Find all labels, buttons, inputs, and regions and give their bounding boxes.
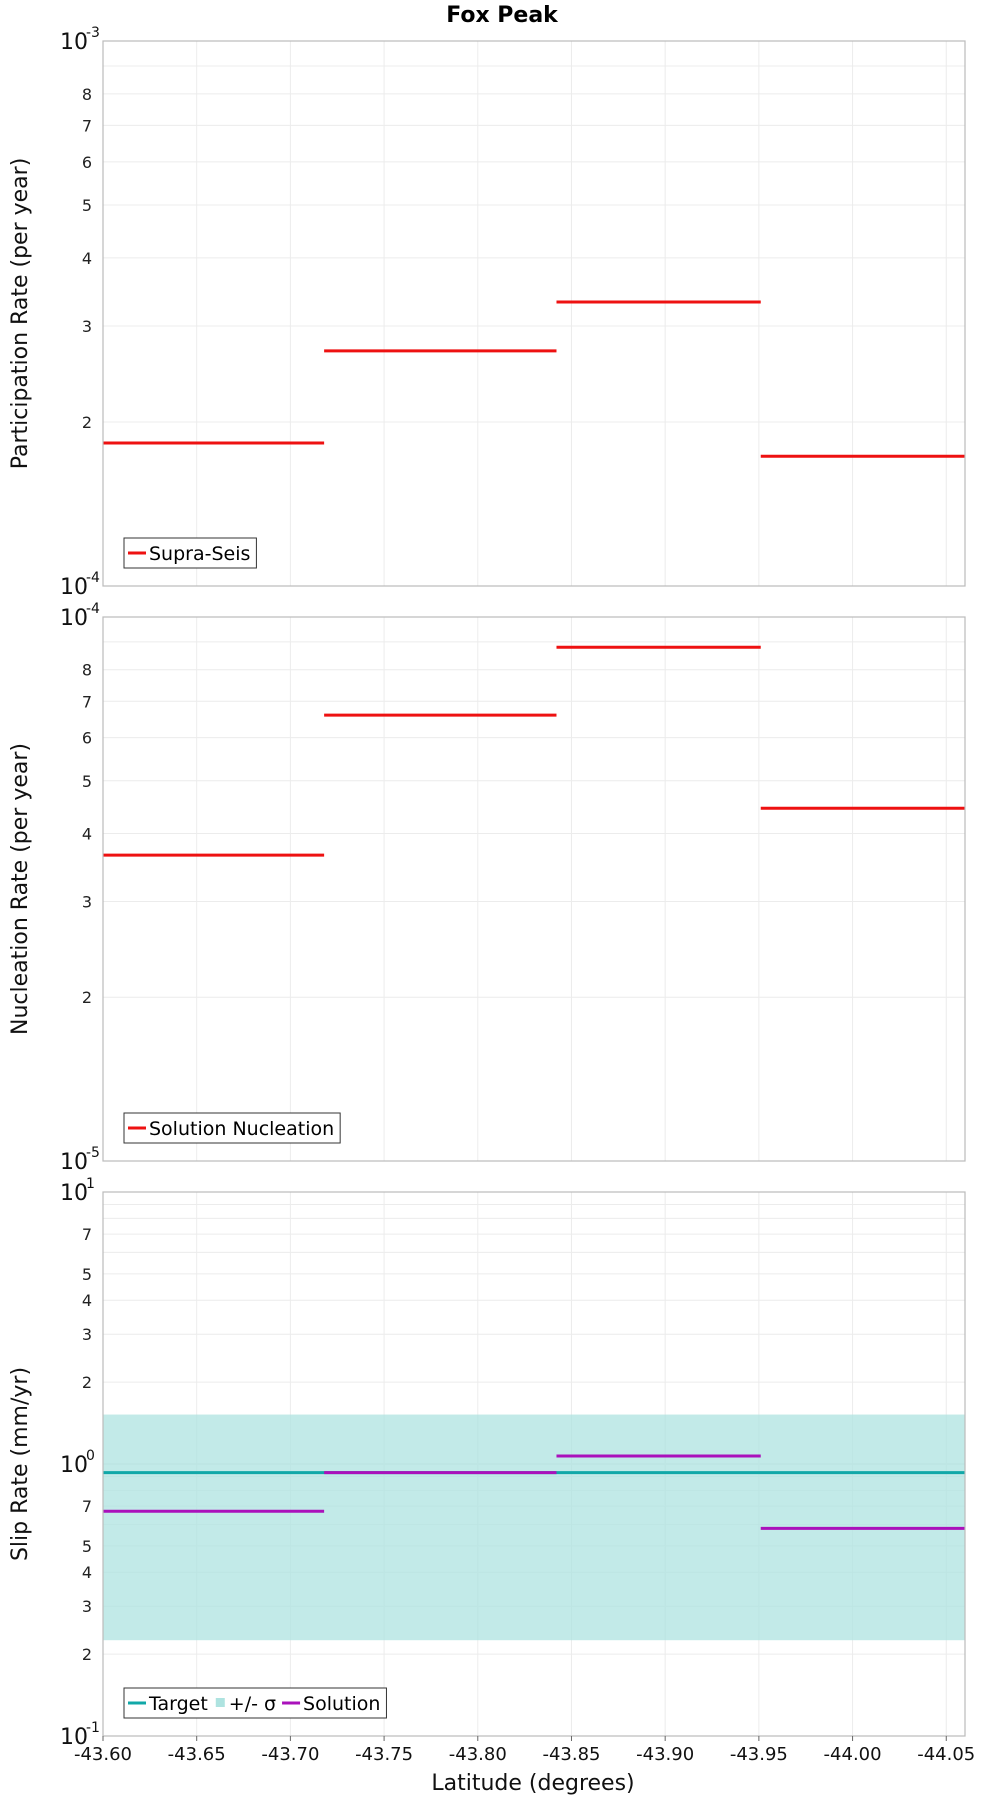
y-axis-label: Slip Rate (mm/yr)	[8, 1367, 33, 1561]
y-decade-exponent: -3	[86, 25, 100, 41]
legend: Supra-Seis	[123, 537, 257, 569]
plot-frame	[102, 616, 966, 1162]
y-tick-label: 5	[82, 772, 92, 791]
y-axis-label: Nucleation Rate (per year)	[8, 743, 33, 1035]
legend: Target +/- σ Solution	[123, 1687, 387, 1719]
y-tick-label: 2	[82, 413, 92, 432]
y-tick-label: 3	[82, 1597, 92, 1616]
y-decade-exponent: -4	[86, 601, 100, 617]
y-axis-label: Participation Rate (per year)	[8, 158, 33, 470]
x-tick-label: -43.95	[730, 1744, 788, 1765]
legend-label: Supra-Seis	[149, 543, 250, 565]
y-decade-exponent: 0	[86, 1448, 95, 1464]
x-tick-label: -44.05	[917, 1744, 975, 1765]
y-decade-label: 10	[60, 606, 88, 631]
y-decade-label: 10	[60, 1725, 88, 1750]
legend-swatch	[215, 1698, 225, 1707]
y-tick-label: 2	[82, 1373, 92, 1392]
x-tick-label: -43.85	[542, 1744, 600, 1765]
y-tick-label: 5	[82, 1265, 92, 1284]
series-solution	[103, 1454, 965, 1530]
y-decade-exponent: 1	[86, 1176, 95, 1192]
y-decade-label: 10	[60, 1453, 88, 1478]
y-decade-exponent: -5	[86, 1145, 100, 1161]
legend-label: Target	[148, 1693, 208, 1715]
plot-background	[103, 41, 965, 586]
legend-label: Solution Nucleation	[149, 1118, 334, 1140]
plot-background	[103, 617, 965, 1161]
y-tick-label: 7	[82, 116, 92, 135]
y-tick-label: 8	[82, 661, 92, 680]
x-tick-label: -43.65	[168, 1744, 226, 1765]
y-tick-label: 5	[82, 196, 92, 215]
series-supra-seis	[103, 300, 965, 458]
y-tick-label: 3	[82, 1325, 92, 1344]
y-decade-exponent: -4	[86, 570, 100, 586]
y-tick-label: 3	[82, 892, 92, 911]
y-tick-label: 3	[82, 317, 92, 336]
plot-frame	[102, 1191, 966, 1737]
y-tick-label: 4	[82, 824, 92, 843]
x-tick-label: -43.75	[355, 1744, 413, 1765]
y-tick-label: 6	[82, 729, 92, 748]
x-tick-label: -44.00	[824, 1744, 882, 1765]
y-decade-exponent: -1	[86, 1720, 100, 1736]
x-axis-label: Latitude (degrees)	[431, 1771, 634, 1796]
chart-title: Fox Peak	[446, 3, 559, 28]
y-tick-label: 6	[82, 153, 92, 172]
y-tick-label: 4	[82, 1563, 92, 1582]
legend-frame	[123, 537, 257, 569]
y-decade-label: 10	[60, 1150, 88, 1175]
y-decade-label: 10	[60, 1181, 88, 1206]
plot-frame	[102, 40, 966, 587]
legend-label: +/- σ	[229, 1693, 276, 1715]
y-tick-label: 8	[82, 85, 92, 104]
x-tick-label: -43.70	[261, 1744, 319, 1765]
y-tick-label: 5	[82, 1537, 92, 1556]
legend-frame	[123, 1112, 341, 1144]
y-decade-label: 10	[60, 30, 88, 55]
y-tick-label: 7	[82, 692, 92, 711]
y-tick-label: 7	[82, 1225, 92, 1244]
series-solution-nucleation	[103, 645, 965, 857]
y-decade-label: 10	[60, 575, 88, 600]
y-tick-label: 4	[82, 1291, 92, 1310]
x-tick-label: -43.80	[449, 1744, 507, 1765]
legend: Solution Nucleation	[123, 1112, 341, 1144]
legend-label: Solution	[303, 1693, 380, 1715]
x-tick-label: -43.60	[74, 1744, 132, 1765]
legend-frame	[123, 1687, 387, 1719]
y-tick-label: 2	[82, 988, 92, 1007]
y-tick-label: 2	[82, 1645, 92, 1664]
y-tick-label: 4	[82, 249, 92, 268]
y-tick-label: 7	[82, 1497, 92, 1516]
x-tick-label: -43.90	[636, 1744, 694, 1765]
